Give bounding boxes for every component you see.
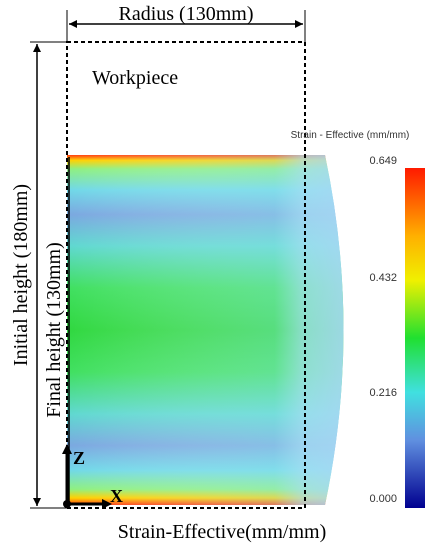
colorbar	[405, 168, 425, 508]
colorbar-label: 0.432	[369, 272, 397, 284]
x-arrowhead	[102, 499, 112, 509]
z-arrowhead	[62, 444, 72, 454]
workpiece-label: Workpiece	[92, 67, 178, 89]
x-label: X	[110, 486, 123, 506]
origin	[63, 500, 71, 508]
initial-height-label: Initial height (180mm)	[10, 184, 32, 366]
colorbar-label: 0.000	[369, 493, 397, 505]
colorbar-title: Strain - Effective (mm/mm)	[291, 130, 410, 141]
z-label: Z	[73, 448, 85, 468]
colorbar-label: 0.216	[369, 387, 397, 399]
radius-label: Radius (130mm)	[119, 3, 254, 25]
final-height-label: Final height (130mm)	[43, 242, 65, 418]
colorbar-label: 0.649	[369, 155, 397, 167]
workpiece-shading	[67, 155, 344, 505]
caption: Strain-Effective(mm/mm)	[118, 521, 326, 543]
initial-outline	[66, 41, 306, 509]
